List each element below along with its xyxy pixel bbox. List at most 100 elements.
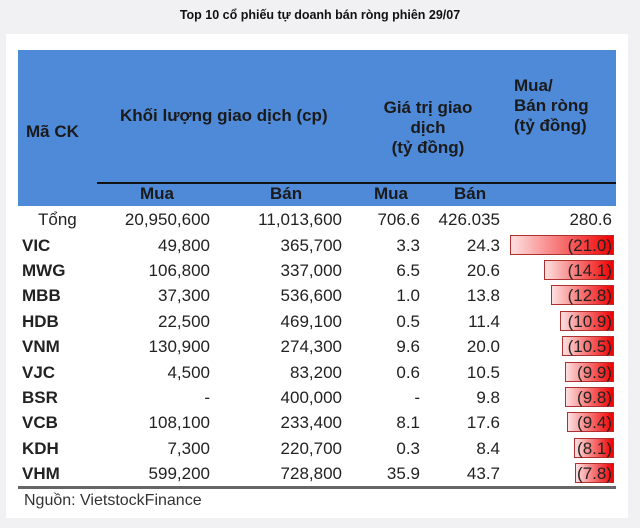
header-net-line1: Mua/ bbox=[514, 76, 553, 95]
cell-val-buy: 1.0 bbox=[396, 286, 420, 306]
cell-val-sell: 10.5 bbox=[466, 362, 500, 382]
cell-vol-sell: 536,600 bbox=[280, 286, 342, 306]
cell-val-sell: 17.6 bbox=[466, 413, 500, 433]
cell-net: (10.9) bbox=[567, 311, 612, 331]
cell-vol-buy: 130,900 bbox=[148, 337, 210, 357]
total-row: Tổng 20,950,600 11,013,600 706.6 426.035 280.… bbox=[18, 207, 616, 232]
cell-val-buy: 8.1 bbox=[396, 413, 420, 433]
cell-code: HDB bbox=[22, 311, 59, 331]
cell-val-buy: 35.9 bbox=[386, 464, 420, 484]
cell-vol-buy: 49,800 bbox=[158, 235, 210, 255]
header-value: Giá trị giao dịch (tỷ đồng) bbox=[366, 98, 490, 158]
table-bottom-border bbox=[18, 486, 616, 489]
cell-net: 280.6 bbox=[569, 210, 612, 229]
header-value-line2: (tỷ đồng) bbox=[391, 138, 465, 157]
cell-val-buy: 0.3 bbox=[396, 438, 420, 458]
table-row: VJC 4,500 83,200 0.6 10.5 (9.9) bbox=[18, 360, 616, 385]
table-row: HDB 22,500 469,100 0.5 11.4 (10.9) bbox=[18, 309, 616, 334]
cell-vol-sell: 274,300 bbox=[280, 337, 342, 357]
net-bar bbox=[564, 361, 614, 382]
cell-vol-sell: 365,700 bbox=[280, 235, 342, 255]
cell-vol-sell: 400,000 bbox=[280, 387, 342, 407]
net-bar bbox=[562, 336, 614, 357]
cell-val-sell: 11.4 bbox=[468, 311, 500, 331]
cell-vol-sell: 11,013,600 bbox=[258, 210, 342, 229]
cell-vol-buy: - bbox=[204, 387, 210, 407]
cell-net: (12.8) bbox=[567, 286, 612, 306]
cell-val-buy: 0.5 bbox=[396, 311, 420, 331]
net-bar bbox=[510, 234, 614, 255]
cell-vol-buy: 106,800 bbox=[148, 260, 210, 280]
chart-title: Top 10 cổ phiếu tự doanh bán ròng phiên … bbox=[179, 8, 461, 22]
cell-vol-buy: 599,200 bbox=[148, 464, 210, 484]
cell-vol-buy: 4,500 bbox=[167, 362, 210, 382]
header-val-sell: Bán bbox=[454, 184, 487, 203]
cell-net: (9.8) bbox=[577, 387, 612, 407]
table-row: MBB 37,300 536,600 1.0 13.8 (12.8) bbox=[18, 283, 616, 308]
cell-code: MBB bbox=[22, 286, 61, 306]
cell-val-buy: 3.3 bbox=[396, 235, 420, 255]
cell-vol-sell: 233,400 bbox=[280, 413, 342, 433]
net-bar bbox=[560, 310, 614, 331]
table-row: MWG 106,800 337,000 6.5 20.6 (14.1) bbox=[18, 258, 616, 283]
cell-code: VJC bbox=[22, 362, 56, 382]
header-net-line3: (tỷ đồng) bbox=[514, 116, 587, 135]
header-net-line2: Bán ròng bbox=[514, 96, 589, 115]
header-val-buy: Mua bbox=[374, 184, 408, 203]
cell-val-sell: 426.035 bbox=[438, 210, 500, 229]
cell-code: BSR bbox=[22, 387, 58, 407]
header-value-line1: Giá trị giao dịch bbox=[383, 98, 473, 137]
header-volume: Khối lượng giao dịch (cp) bbox=[120, 106, 328, 125]
cell-val-sell: 9.8 bbox=[476, 387, 500, 407]
cell-net: (8.1) bbox=[577, 438, 612, 458]
cell-code: Tổng bbox=[38, 210, 77, 229]
cell-code: VHM bbox=[22, 464, 60, 484]
cell-val-sell: 8.4 bbox=[476, 438, 500, 458]
cell-val-sell: 24.3 bbox=[466, 235, 500, 255]
net-bar bbox=[565, 386, 614, 407]
cell-val-buy: 9.6 bbox=[396, 337, 420, 357]
cell-val-sell: 43.7 bbox=[466, 464, 500, 484]
header-code: Mã CK bbox=[26, 122, 79, 141]
cell-val-sell: 20.6 bbox=[466, 260, 500, 280]
net-bar bbox=[573, 437, 614, 458]
net-bar bbox=[544, 259, 614, 280]
cell-net: (9.9) bbox=[577, 362, 612, 382]
table-row: VIC 49,800 365,700 3.3 24.3 (21.0) bbox=[18, 233, 616, 258]
cell-vol-sell: 728,800 bbox=[280, 464, 342, 484]
cell-net: (10.5) bbox=[567, 337, 612, 357]
header-vol-sell: Bán bbox=[270, 184, 303, 203]
cell-val-buy: 6.5 bbox=[396, 260, 420, 280]
table-row: VHM 599,200 728,800 35.9 43.7 (7.8) bbox=[18, 461, 616, 486]
cell-vol-sell: 337,000 bbox=[280, 260, 342, 280]
cell-net: (21.0) bbox=[567, 235, 612, 255]
cell-code: KDH bbox=[22, 438, 59, 458]
header-divider bbox=[97, 182, 616, 184]
net-bar bbox=[550, 285, 614, 306]
header-net: Mua/ Bán ròng (tỷ đồng) bbox=[514, 76, 589, 136]
table-row: VNM 130,900 274,300 9.6 20.0 (10.5) bbox=[18, 334, 616, 359]
cell-val-sell: 13.8 bbox=[466, 286, 500, 306]
table-row: BSR - 400,000 - 9.8 (9.8) bbox=[18, 385, 616, 410]
cell-vol-sell: 220,700 bbox=[280, 438, 342, 458]
cell-vol-buy: 7,300 bbox=[167, 438, 210, 458]
cell-code: VNM bbox=[22, 337, 60, 357]
net-bar bbox=[567, 412, 614, 433]
cell-net: (14.1) bbox=[567, 260, 612, 280]
cell-val-buy: 706.6 bbox=[377, 210, 420, 229]
cell-vol-sell: 469,100 bbox=[280, 311, 342, 331]
cell-vol-sell: 83,200 bbox=[290, 362, 342, 382]
header-vol-buy: Mua bbox=[140, 184, 174, 203]
table-row: KDH 7,300 220,700 0.3 8.4 (8.1) bbox=[18, 436, 616, 461]
cell-vol-buy: 108,100 bbox=[148, 413, 210, 433]
table-header: Mã CK Khối lượng giao dịch (cp) Giá trị … bbox=[18, 50, 616, 206]
cell-vol-buy: 20,950,600 bbox=[124, 210, 210, 229]
table-row: VCB 108,100 233,400 8.1 17.6 (9.4) bbox=[18, 410, 616, 435]
cell-net: (9.4) bbox=[577, 413, 612, 433]
cell-vol-buy: 37,300 bbox=[158, 286, 210, 306]
cell-code: VCB bbox=[22, 413, 58, 433]
cell-vol-buy: 22,500 bbox=[158, 311, 210, 331]
cell-code: VIC bbox=[22, 235, 51, 255]
cell-val-sell: 20.0 bbox=[466, 337, 500, 357]
cell-val-buy: - bbox=[414, 387, 420, 407]
